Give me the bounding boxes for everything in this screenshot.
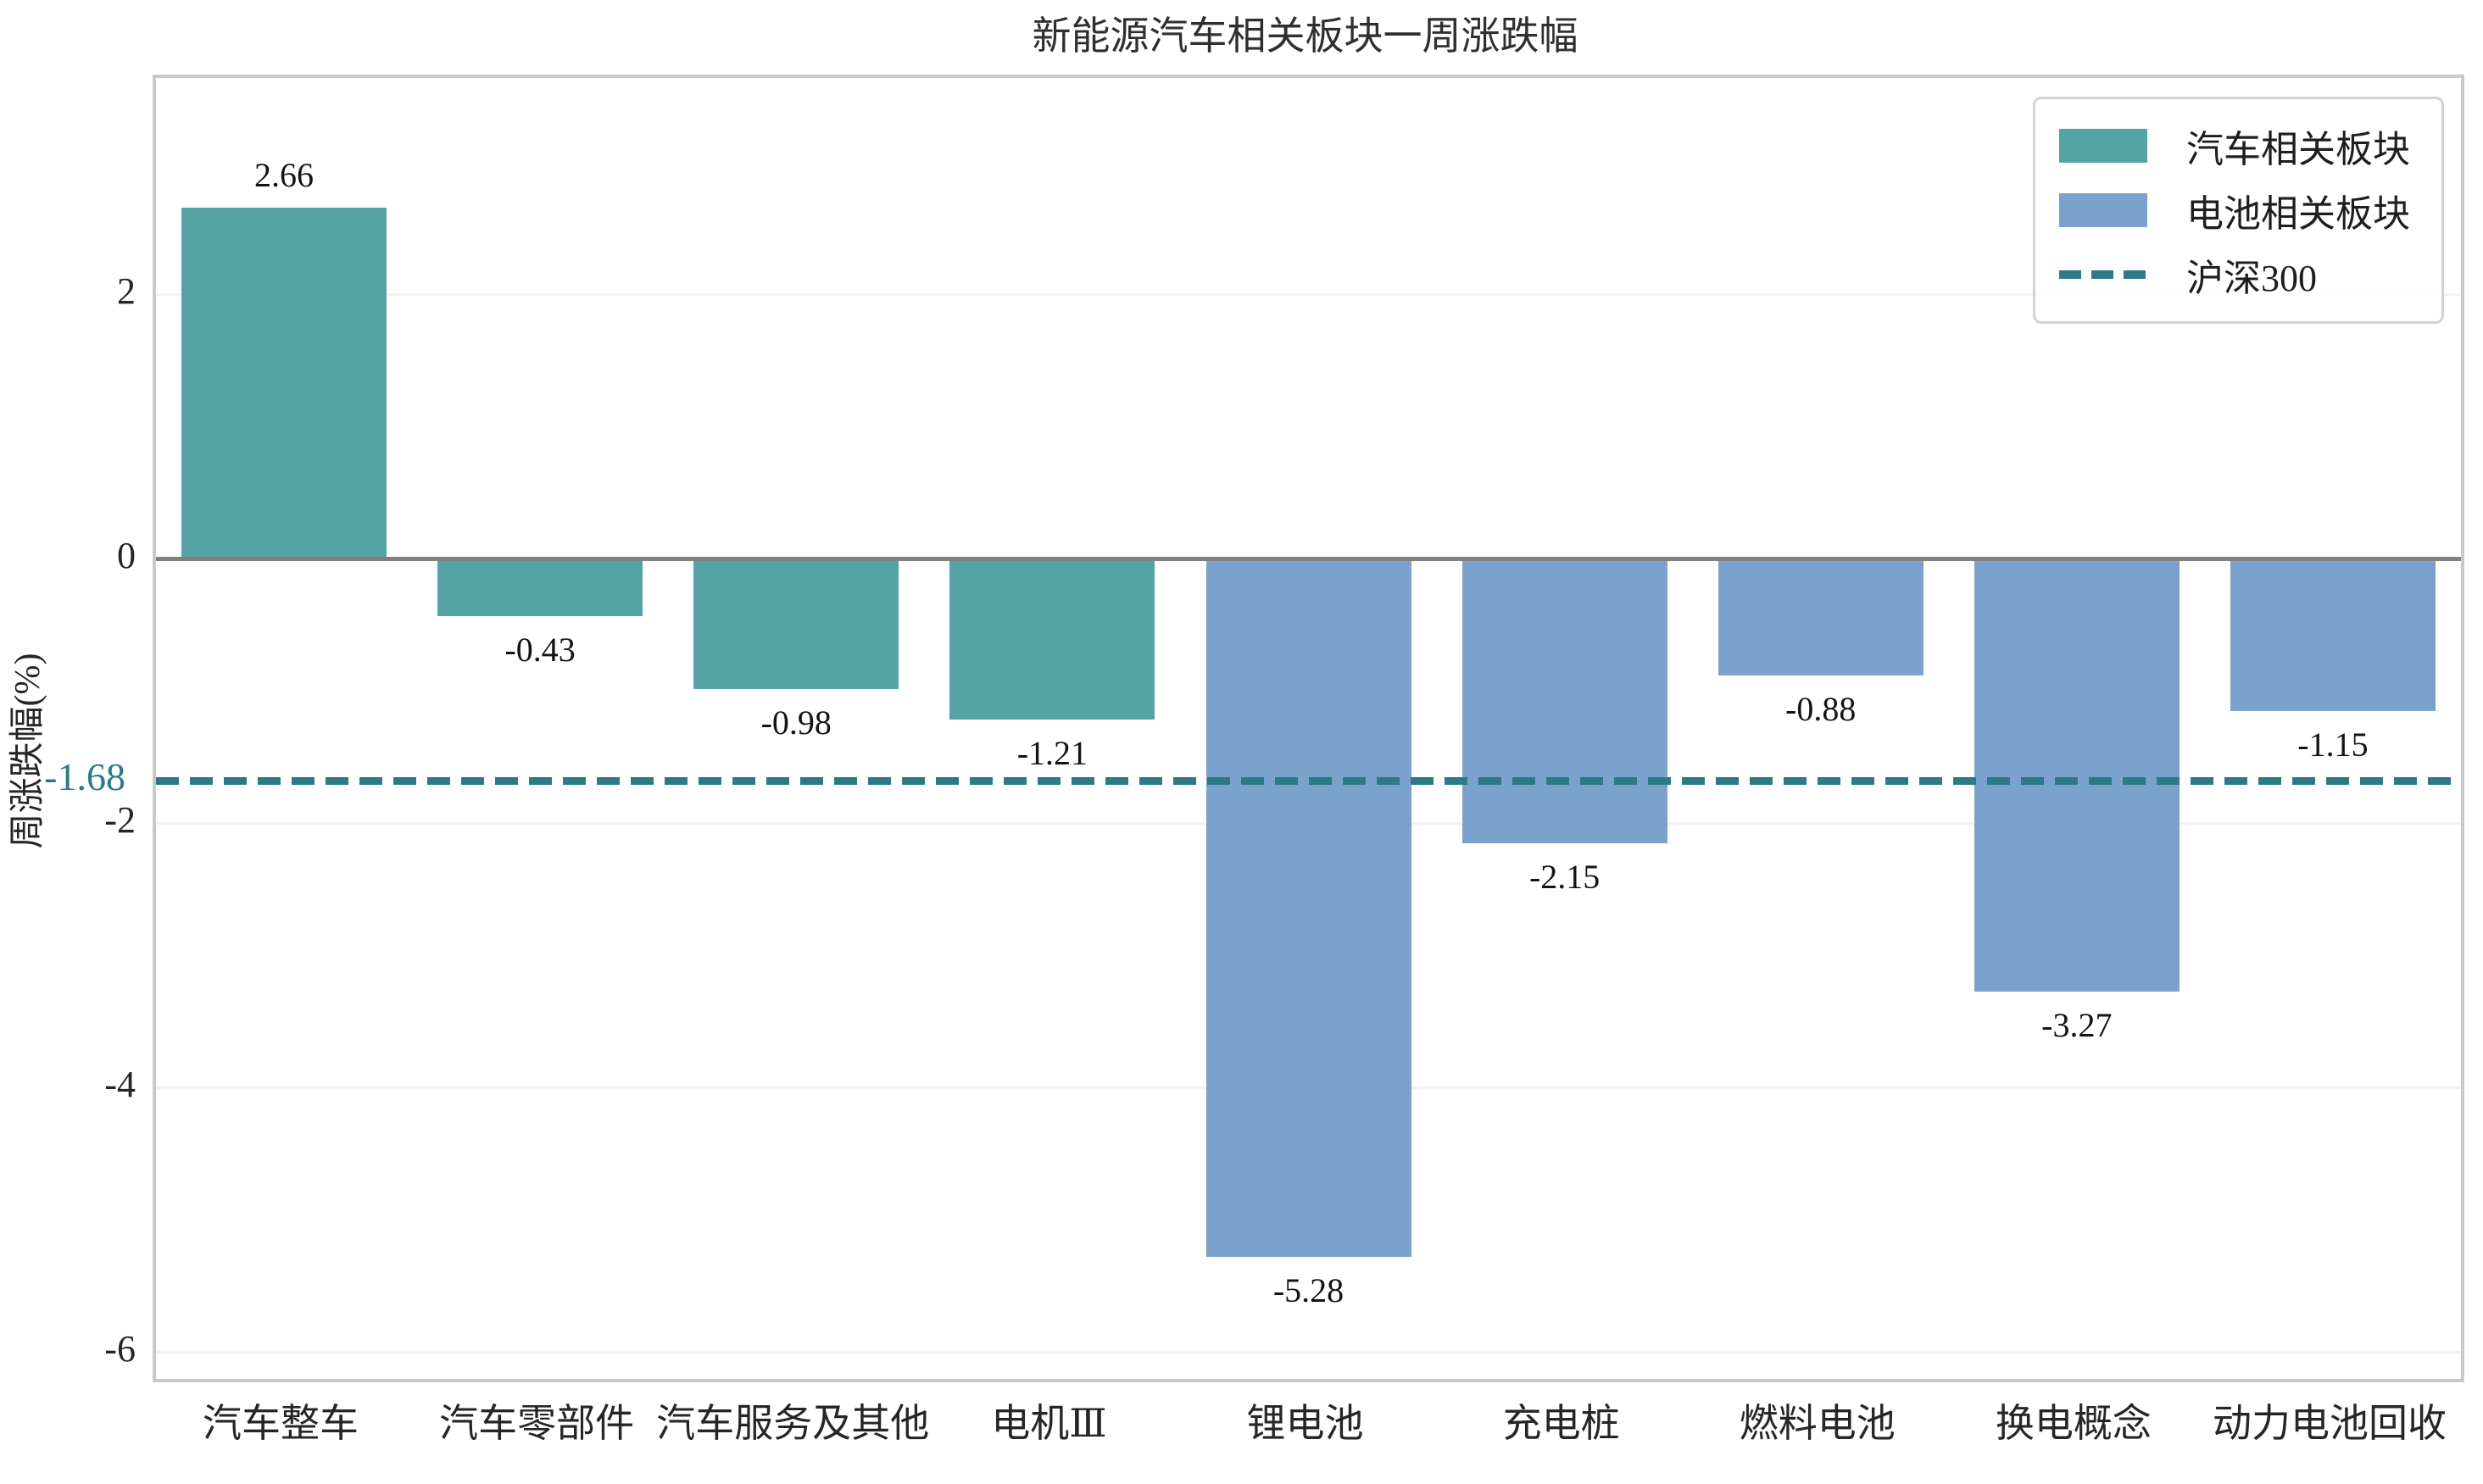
bar-动力电池回收	[2230, 559, 2436, 712]
zero-line	[156, 557, 2461, 562]
legend-label-benchmark: 沪深300	[2186, 258, 2317, 299]
legend-label-auto: 汽车相关板块	[2186, 129, 2410, 170]
bar-汽车零部件	[437, 559, 643, 616]
bar-value-label: -0.88	[1785, 690, 1857, 729]
battery-sector-swatch	[2059, 193, 2147, 227]
dashed-line-swatch	[2059, 270, 2147, 279]
y-tick-label: 2	[117, 270, 136, 312]
plot-area: 汽车相关板块 电池相关板块 沪深300 2.66 -0.43 -0.98 -1.21 -…	[153, 75, 2464, 1382]
legend: 汽车相关板块 电池相关板块 沪深300	[2033, 97, 2444, 324]
bar-value-label: -2.15	[1528, 858, 1601, 897]
y-tick-label: -2	[104, 798, 136, 841]
x-tick-label-电机Ⅲ: 电机Ⅲ	[991, 1402, 1107, 1445]
gridline	[156, 1351, 2461, 1354]
bar-value-label: -1.21	[1016, 733, 1088, 772]
bar-value-label: -0.43	[504, 630, 576, 669]
gridline	[156, 293, 2461, 297]
x-tick-label-充电桩: 充电桩	[1502, 1402, 1620, 1445]
bar-value-label: -5.28	[1272, 1271, 1344, 1310]
bar-value-label: -1.15	[2297, 725, 2369, 764]
legend-item-benchmark: 沪深300	[2059, 248, 2418, 301]
y-axis: 2 0 -2 -4 -6	[0, 75, 136, 1376]
bar-充电桩	[1461, 559, 1667, 844]
x-tick-label-动力电池回收: 动力电池回收	[2212, 1402, 2447, 1445]
auto-sector-swatch	[2059, 129, 2147, 163]
x-tick-label-燃料电池: 燃料电池	[1739, 1402, 1896, 1445]
bar-换电概念	[1974, 559, 2180, 992]
benchmark-dashed-line	[156, 777, 2461, 786]
bar-value-label: 2.66	[254, 155, 315, 194]
legend-item-auto: 汽车相关板块	[2059, 119, 2418, 172]
bar-电机Ⅲ	[949, 559, 1155, 720]
reference-line-annotation: -1.68	[44, 755, 125, 798]
y-tick-label: 0	[117, 534, 136, 576]
legend-item-battery: 电池相关板块	[2059, 184, 2418, 236]
x-tick-label-锂电池: 锂电池	[1246, 1402, 1364, 1445]
x-tick-label-汽车整车: 汽车整车	[203, 1402, 359, 1445]
bar-value-label: -3.27	[2041, 1005, 2113, 1044]
bar-value-label: -0.98	[760, 703, 832, 742]
y-tick-label: -6	[104, 1327, 136, 1370]
legend-label-battery: 电池相关板块	[2186, 193, 2410, 235]
bar-燃料电池	[1718, 559, 1923, 676]
x-tick-label-汽车服务及其他: 汽车服务及其他	[656, 1402, 930, 1445]
x-tick-label-换电概念: 换电概念	[1995, 1402, 2152, 1445]
y-tick-label: -4	[104, 1063, 136, 1105]
x-tick-label-汽车零部件: 汽车零部件	[439, 1402, 635, 1445]
x-axis: 汽车整车 汽车零部件 汽车服务及其他 电机Ⅲ 锂电池 充电桩 燃料电池 换电概念 动力电池回收	[153, 1400, 2458, 1459]
bar-汽车整车	[181, 207, 387, 559]
chart-title: 新能源汽车相关板块一周涨跌幅	[1032, 14, 1578, 58]
bar-锂电池	[1205, 559, 1411, 1258]
bar-汽车服务及其他	[693, 559, 899, 689]
